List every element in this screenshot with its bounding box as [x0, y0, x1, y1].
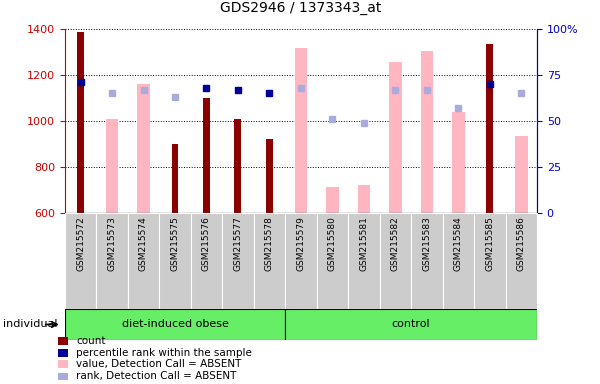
Bar [58, 360, 68, 368]
Bar [452, 112, 464, 213]
Bar [128, 213, 159, 309]
Bar [326, 187, 338, 213]
Bar [58, 372, 68, 381]
Bar [474, 213, 506, 309]
Bar [96, 213, 128, 309]
Text: GSM215579: GSM215579 [296, 216, 305, 271]
Bar [235, 119, 241, 213]
Bar [222, 213, 254, 309]
Text: GSM215581: GSM215581 [359, 216, 368, 271]
Bar [106, 119, 118, 213]
Text: GSM215575: GSM215575 [170, 216, 179, 271]
Text: GSM215583: GSM215583 [422, 216, 431, 271]
Text: percentile rank within the sample: percentile rank within the sample [76, 348, 252, 358]
Text: control: control [392, 319, 430, 329]
Bar [137, 84, 150, 213]
Text: individual: individual [3, 319, 58, 329]
Bar [203, 98, 210, 213]
Bar [487, 44, 493, 213]
Bar [389, 62, 401, 213]
Text: GDS2946 / 1373343_at: GDS2946 / 1373343_at [220, 1, 382, 15]
Text: GSM215577: GSM215577 [233, 216, 242, 271]
Text: count: count [76, 336, 106, 346]
Bar [65, 309, 285, 340]
Bar [58, 337, 68, 345]
Bar [421, 51, 433, 213]
Bar [77, 32, 84, 213]
Bar [411, 213, 443, 309]
Bar [317, 213, 348, 309]
Text: GSM215573: GSM215573 [107, 216, 116, 271]
Text: value, Detection Call = ABSENT: value, Detection Call = ABSENT [76, 359, 241, 369]
Text: GSM215576: GSM215576 [202, 216, 211, 271]
Bar [285, 309, 537, 340]
Text: GSM215578: GSM215578 [265, 216, 274, 271]
Text: GSM215572: GSM215572 [76, 216, 85, 271]
Text: GSM215582: GSM215582 [391, 216, 400, 271]
Bar [348, 213, 380, 309]
Bar [191, 213, 222, 309]
Bar [358, 185, 370, 213]
Bar [159, 213, 191, 309]
Bar [295, 48, 307, 213]
Bar [254, 213, 285, 309]
Text: diet-induced obese: diet-induced obese [122, 319, 229, 329]
Text: GSM215585: GSM215585 [485, 216, 494, 271]
Bar [266, 139, 273, 213]
Bar [285, 213, 317, 309]
Bar [380, 213, 411, 309]
Bar [172, 144, 178, 213]
Bar [58, 349, 68, 357]
Text: rank, Detection Call = ABSENT: rank, Detection Call = ABSENT [76, 371, 236, 381]
Text: GSM215586: GSM215586 [517, 216, 526, 271]
Bar [515, 136, 527, 213]
Text: GSM215584: GSM215584 [454, 216, 463, 271]
Text: GSM215574: GSM215574 [139, 216, 148, 271]
Text: GSM215580: GSM215580 [328, 216, 337, 271]
Bar [65, 213, 96, 309]
Bar [443, 213, 474, 309]
Bar [506, 213, 537, 309]
